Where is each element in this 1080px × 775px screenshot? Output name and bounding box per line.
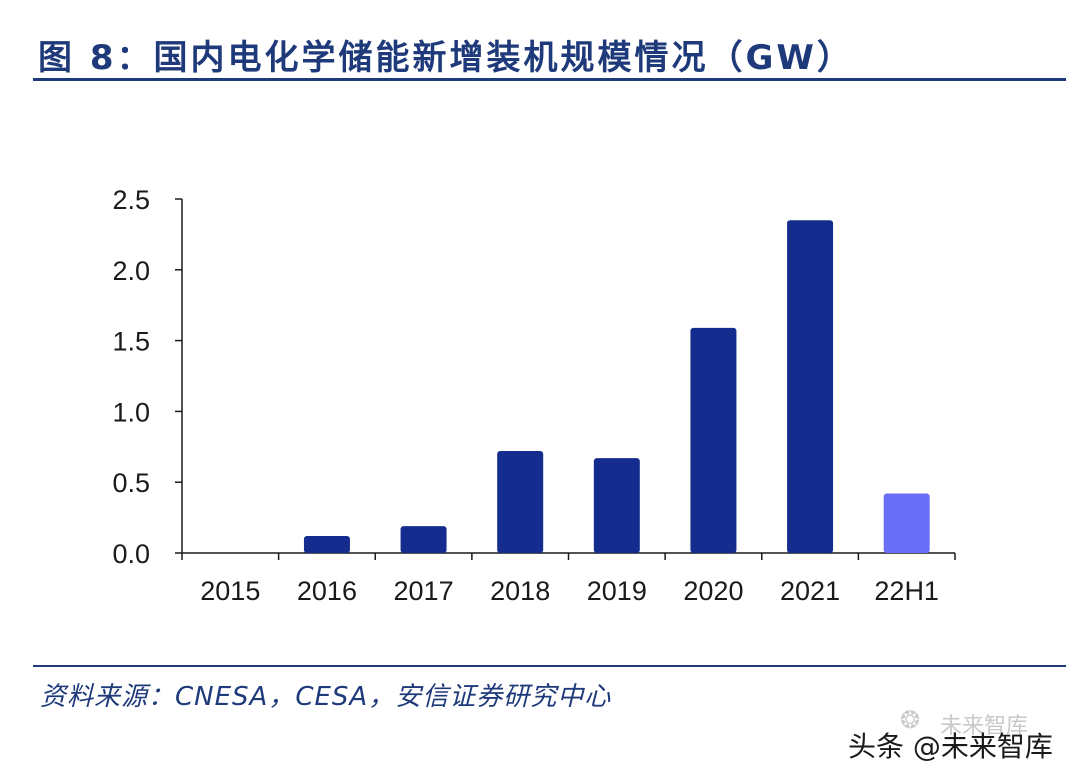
bar-series bbox=[303, 220, 930, 554]
watermark-faint: 未来智库 bbox=[940, 714, 1029, 739]
y-axis: 0.0 0.5 1.0 1.5 2.0 2.5 bbox=[112, 185, 183, 569]
title-divider bbox=[33, 78, 1066, 81]
x-tick-label: 22H1 bbox=[874, 576, 939, 606]
watermark: 头条 @未来智库 bbox=[848, 730, 1053, 763]
x-tick-label: 2017 bbox=[394, 576, 454, 606]
x-tick-label: 2016 bbox=[297, 576, 357, 606]
y-tick-label: 1.5 bbox=[112, 327, 150, 357]
y-tick-label: 1.0 bbox=[112, 397, 150, 427]
bar-2020 bbox=[690, 327, 737, 553]
y-tick-label: 2.0 bbox=[112, 256, 150, 286]
bar-2019 bbox=[593, 458, 640, 553]
bar-2018 bbox=[497, 451, 544, 553]
figure-title: 图 8：国内电化学储能新增装机规模情况（GW） bbox=[38, 38, 854, 78]
bar-2016 bbox=[303, 536, 350, 553]
y-tick-label: 2.5 bbox=[112, 185, 150, 215]
x-tick-label: 2018 bbox=[490, 576, 550, 606]
x-tick-label: 2021 bbox=[780, 576, 840, 606]
bar-chart: 0.00.51.01.52.02.5 2015 2016 2017 2018 2019 2… bbox=[112, 185, 956, 606]
x-tick-label: 2015 bbox=[200, 576, 260, 606]
source-note: 资料来源：CNESA，CESA，安信证券研究中心 bbox=[40, 682, 612, 712]
y-tick-label: 0.0 bbox=[112, 539, 150, 569]
x-tick-label: 2019 bbox=[587, 576, 647, 606]
y-tick-label: 0.5 bbox=[112, 468, 150, 498]
x-axis: 2015 2016 2017 2018 2019 2020 2021 22H1 bbox=[181, 552, 956, 606]
bar-2017 bbox=[400, 526, 447, 553]
bar-2021 bbox=[787, 220, 834, 554]
bar-22H1 bbox=[883, 493, 930, 553]
x-tick-label: 2020 bbox=[683, 576, 743, 606]
source-divider bbox=[33, 665, 1066, 667]
wechat-icon: ❂ bbox=[900, 707, 921, 734]
